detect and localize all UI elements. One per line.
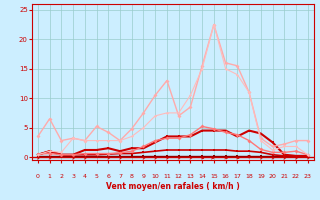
X-axis label: Vent moyen/en rafales ( km/h ): Vent moyen/en rafales ( km/h ) (106, 182, 240, 191)
